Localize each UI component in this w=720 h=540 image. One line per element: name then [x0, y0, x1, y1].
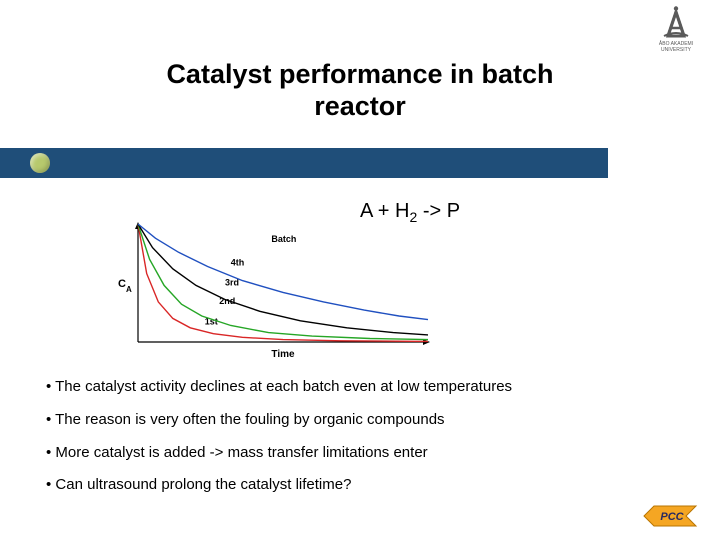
pcc-logo-text: PCC	[660, 511, 684, 523]
bullet-list: • The catalyst activity declines at each…	[46, 378, 686, 509]
svg-text:4th: 4th	[231, 257, 245, 267]
title-line-1: Catalyst performance in batch	[166, 59, 553, 89]
bullet-4: • Can ultrasound prolong the catalyst li…	[46, 476, 686, 495]
svg-text:Batch: Batch	[271, 234, 296, 244]
slide-title: Catalyst performance in batch reactor	[166, 58, 553, 123]
logo-label-1: ÅBO AKADEMI	[659, 40, 693, 47]
university-logo: ÅBO AKADEMI UNIVERSITY	[644, 6, 708, 54]
bullet-2: • The reason is very often the fouling b…	[46, 411, 686, 430]
title-line-2: reactor	[314, 91, 406, 121]
svg-text:CA: CA	[118, 278, 132, 294]
svg-text:Time: Time	[271, 349, 295, 360]
catalyst-decay-chart: CATimeBatch1st2nd3rd4th	[114, 218, 434, 360]
title-dot-icon	[30, 153, 50, 173]
logo-label-2: UNIVERSITY	[661, 47, 692, 53]
pcc-logo: PCC	[642, 502, 698, 530]
slide-title-wrap: Catalyst performance in batch reactor	[0, 58, 720, 123]
title-underline-bar	[0, 148, 608, 178]
bullet-1: • The catalyst activity declines at each…	[46, 378, 686, 397]
bullet-3: • More catalyst is added -> mass transfe…	[46, 444, 686, 463]
